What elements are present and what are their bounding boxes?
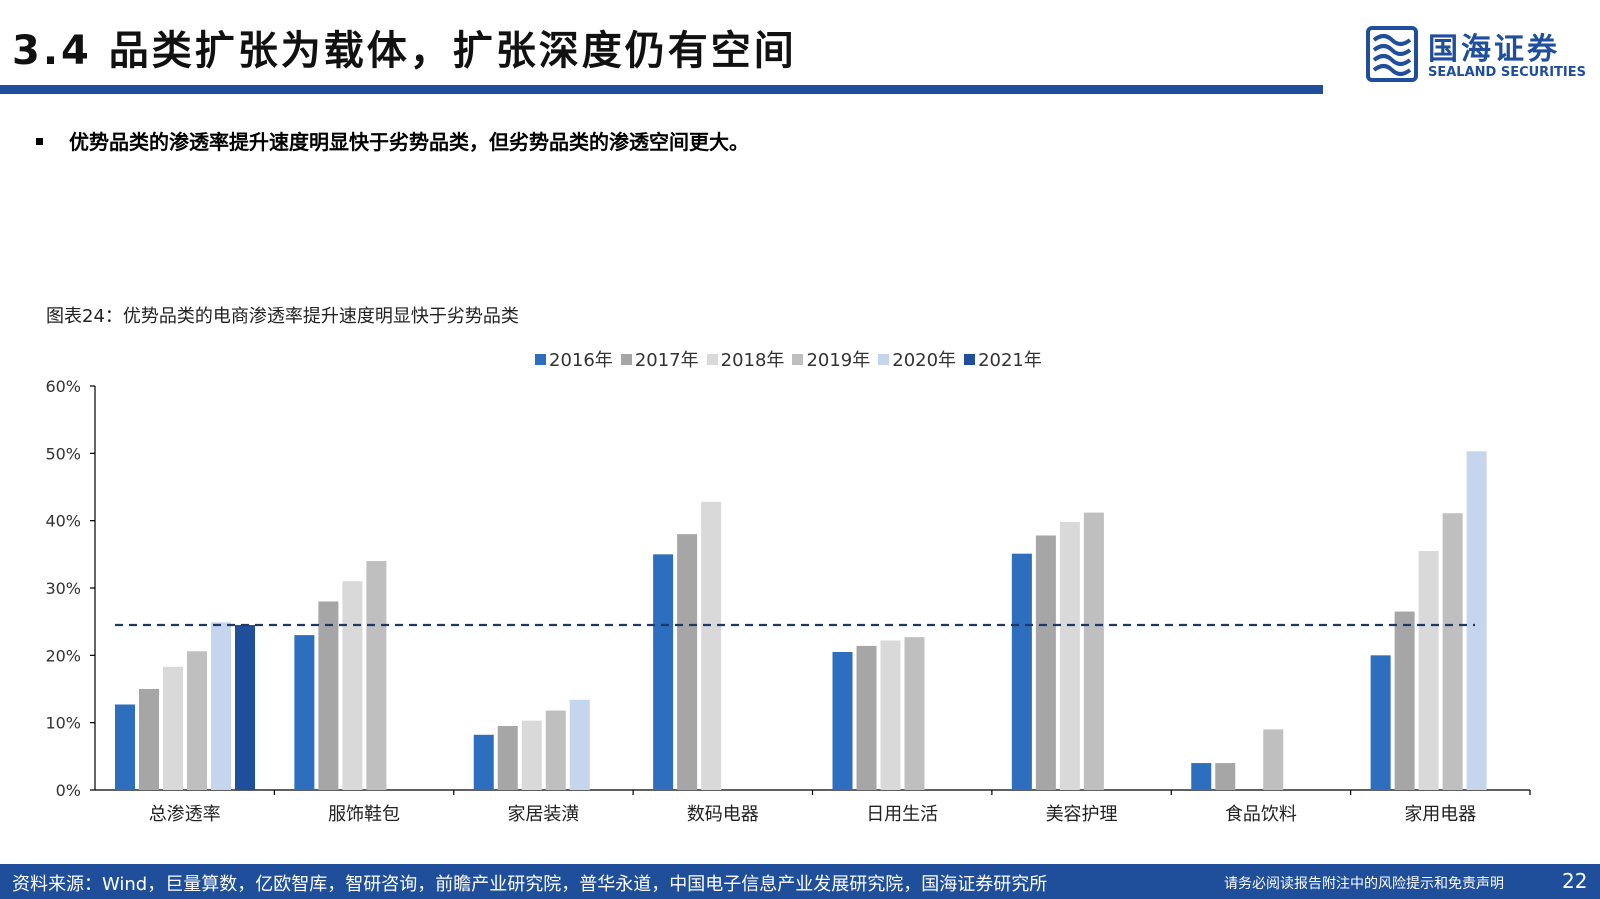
bar xyxy=(318,601,339,790)
company-logo: 国海证券 SEALAND SECURITIES xyxy=(1366,22,1590,84)
y-tick-label: 60% xyxy=(45,378,81,396)
y-tick-label: 0% xyxy=(56,781,81,800)
legend-label: 2019年 xyxy=(806,350,871,371)
bar xyxy=(1466,451,1487,790)
footer-source: 资料来源：Wind，巨量算数，亿欧智库，智研咨询，前瞻产业研究院，普华永道，中国… xyxy=(12,874,1048,895)
square-bullet-icon xyxy=(36,138,43,145)
x-tick-label: 总渗透率 xyxy=(149,804,221,825)
bar xyxy=(187,651,207,790)
bar xyxy=(1191,763,1212,790)
wave-logo-icon xyxy=(1366,26,1418,82)
bar xyxy=(701,501,722,790)
bar xyxy=(115,704,135,790)
x-tick-label: 数码电器 xyxy=(687,804,759,825)
bar xyxy=(294,635,315,790)
bar xyxy=(1035,535,1056,790)
bar xyxy=(1442,513,1463,790)
y-tick-label: 40% xyxy=(45,512,81,531)
bar xyxy=(235,625,255,790)
x-tick-label: 家用电器 xyxy=(1404,804,1476,825)
legend-item: 2018年 xyxy=(706,346,785,372)
y-tick-label: 10% xyxy=(45,714,81,733)
bar xyxy=(1394,611,1415,790)
bar xyxy=(163,666,183,790)
x-tick-label: 家居装潢 xyxy=(507,804,579,825)
y-tick-label: 20% xyxy=(45,646,81,665)
bar xyxy=(1215,763,1236,790)
title-underline-bar xyxy=(0,85,1323,94)
legend-swatch xyxy=(964,353,976,365)
bar xyxy=(856,645,877,790)
bar xyxy=(521,720,542,790)
logo-english-name: SEALAND SECURITIES xyxy=(1428,65,1586,80)
y-tick-label: 50% xyxy=(45,444,81,463)
bar xyxy=(1083,512,1104,790)
legend-item: 2021年 xyxy=(964,346,1042,372)
chart-legend: 2016年 2017年 2018年 2019年 2020年 2021年 xyxy=(535,346,1050,371)
footer-disclaimer: 请务必阅读报告附注中的风险提示和免责声明 xyxy=(1224,876,1504,892)
bar xyxy=(139,689,159,790)
bar xyxy=(1263,729,1284,790)
legend-item: 2017年 xyxy=(620,346,699,372)
bar xyxy=(366,561,387,790)
legend-swatch xyxy=(878,353,890,365)
bar xyxy=(473,734,494,790)
bar xyxy=(904,637,925,790)
legend-label: 2016年 xyxy=(549,350,613,371)
bar xyxy=(1059,522,1080,790)
page-number: 22 xyxy=(1562,869,1588,893)
bar xyxy=(497,726,518,790)
bar-chart: 0% 10% 20% 30% 40% 50% 60% 总渗透率 服饰鞋包 家居装潢 数码电器 日用生活… xyxy=(45,378,1531,825)
legend-label: 2018年 xyxy=(720,350,785,371)
bar xyxy=(653,554,674,790)
bar xyxy=(211,622,231,790)
bar xyxy=(569,699,590,790)
legend-label: 2021年 xyxy=(978,350,1042,371)
bar xyxy=(880,640,901,790)
legend-label: 2017年 xyxy=(634,350,699,371)
bar xyxy=(832,651,853,790)
legend-swatch xyxy=(620,353,632,365)
bar xyxy=(545,710,566,790)
legend-swatch xyxy=(706,353,718,365)
footer-bar: 资料来源：Wind，巨量算数，亿欧智库，智研咨询，前瞻产业研究院，普华永道，中国… xyxy=(0,864,1600,899)
bar xyxy=(1011,553,1032,790)
legend-item: 2020年 xyxy=(878,346,956,372)
legend-swatch xyxy=(535,353,546,365)
page-title: 3.4 品类扩张为载体，扩张深度仍有空间 xyxy=(12,28,797,74)
key-point-bullet: 优势品类的渗透率提升速度明显快于劣势品类，但劣势品类的渗透空间更大。 xyxy=(36,126,749,155)
x-tick-label: 服饰鞋包 xyxy=(328,804,400,825)
key-point-text: 优势品类的渗透率提升速度明显快于劣势品类，但劣势品类的渗透空间更大。 xyxy=(69,130,749,154)
bar xyxy=(1370,655,1391,790)
bar xyxy=(342,581,363,790)
logo-chinese-name: 国海证券 xyxy=(1428,32,1560,67)
bar xyxy=(1418,550,1439,790)
legend-label: 2020年 xyxy=(892,350,957,371)
bar xyxy=(677,534,698,790)
chart-caption: 图表24：优势品类的电商渗透率提升速度明显快于劣势品类 xyxy=(46,306,519,327)
legend-item: 2016年 xyxy=(535,346,613,372)
x-tick-label: 日用生活 xyxy=(866,804,938,825)
legend-swatch xyxy=(792,353,804,365)
x-tick-label: 美容护理 xyxy=(1046,804,1118,825)
y-tick-label: 30% xyxy=(45,579,81,598)
legend-item: 2019年 xyxy=(792,346,870,372)
x-tick-label: 食品饮料 xyxy=(1225,804,1297,825)
